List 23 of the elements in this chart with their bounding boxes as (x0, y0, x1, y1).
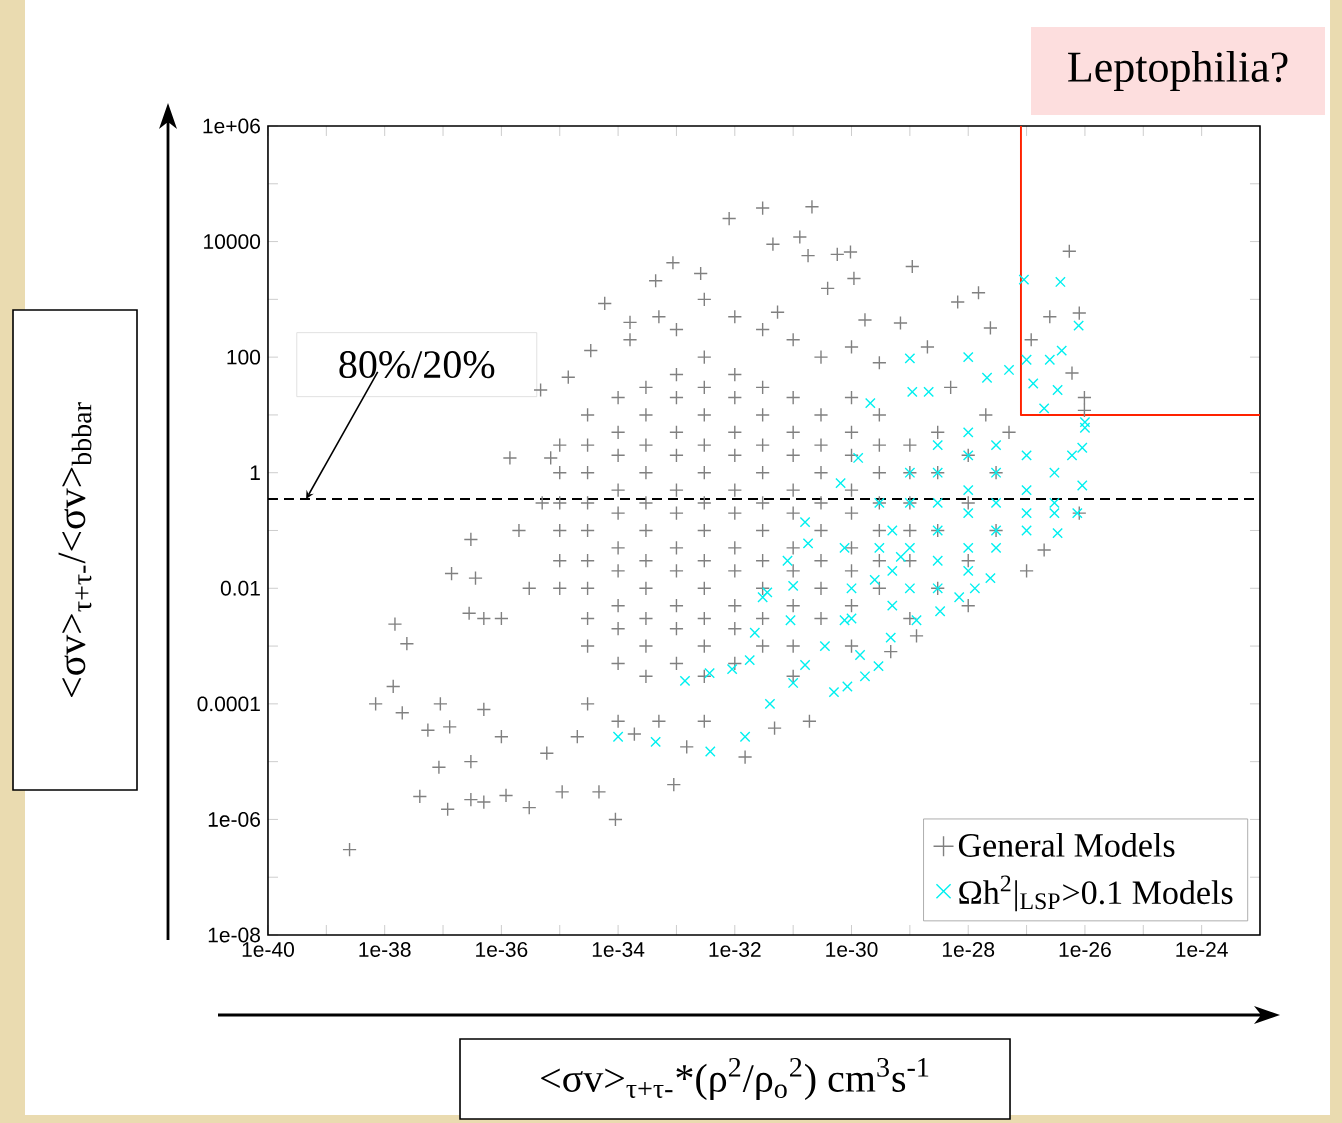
y-tick-label: 1 (250, 465, 260, 480)
x-tick-label: 1e-30 (826, 942, 878, 957)
y-axis-title: <σv>$_{τ+τ-}$/<σv>$_{bbbar}$ (58, 402, 92, 697)
y-tick-label: 10000 (204, 234, 261, 250)
y-tick-label: 0.01 (220, 580, 260, 596)
x-tick-label: 1e-26 (1059, 942, 1111, 957)
x-tick-label: 1e-34 (592, 942, 645, 957)
y-tick-label: 100 (227, 349, 261, 365)
x-tick-label: 1e-40 (242, 942, 294, 957)
text: <σv>$_{τ+τ-}$*(ρ$^{2}$/ρ$_{o}$$^{2}$) cm$^{3}$s$^{-1}$ (541, 1057, 929, 1101)
y-tick-label: 1e-06 (208, 812, 260, 827)
y-tick-label: 1e+06 (203, 118, 260, 134)
x-tick-label: 1e-28 (942, 942, 995, 957)
y-tick-label: 1e-08 (208, 927, 260, 943)
annotation: 80%/20% (339, 351, 495, 379)
x-tick-label: 1e-32 (709, 942, 761, 957)
chart-title: Leptophilia? (1068, 51, 1288, 91)
x-tick-label: 1e-36 (476, 942, 528, 957)
legend-label: Ωh$^{2}$|$_{LSP}$>0.1 Models (959, 875, 1233, 912)
legend-label: General Models (958, 832, 1175, 857)
y-tick-label: 0.0001 (197, 696, 260, 712)
x-tick-label: 1e-38 (359, 942, 411, 957)
x-tick-label: 1e-24 (1176, 942, 1228, 957)
